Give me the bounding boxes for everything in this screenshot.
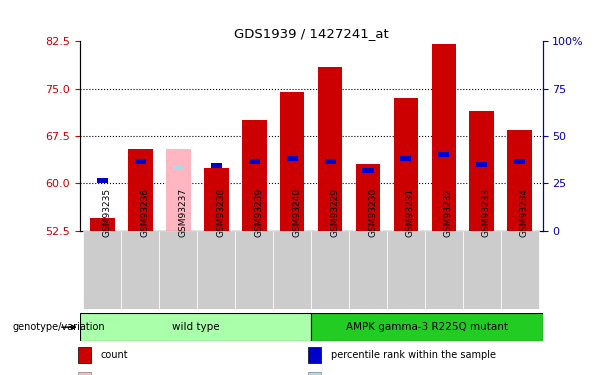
Text: GSM93232: GSM93232 <box>444 188 453 237</box>
Bar <box>318 66 343 231</box>
Text: GSM93235: GSM93235 <box>102 188 112 237</box>
Text: GSM93239: GSM93239 <box>254 188 263 237</box>
Bar <box>400 156 411 160</box>
Text: GSM93234: GSM93234 <box>520 188 529 237</box>
Bar <box>362 168 373 173</box>
Bar <box>128 148 153 231</box>
FancyBboxPatch shape <box>121 231 159 309</box>
Bar <box>308 372 321 375</box>
Bar <box>280 92 305 231</box>
FancyBboxPatch shape <box>197 231 235 309</box>
Bar <box>249 159 260 164</box>
Bar <box>514 159 525 164</box>
Bar <box>287 156 298 160</box>
Bar <box>308 347 321 363</box>
FancyBboxPatch shape <box>311 231 349 309</box>
FancyBboxPatch shape <box>273 231 311 309</box>
Bar <box>211 163 222 168</box>
Bar <box>242 120 267 231</box>
Bar <box>438 152 449 157</box>
Text: genotype/variation: genotype/variation <box>13 322 105 332</box>
Text: GSM93231: GSM93231 <box>406 188 415 237</box>
Bar <box>166 148 191 231</box>
Bar <box>356 164 380 231</box>
FancyBboxPatch shape <box>463 231 501 309</box>
FancyBboxPatch shape <box>80 313 311 341</box>
Bar <box>470 111 494 231</box>
Text: GSM93237: GSM93237 <box>178 188 188 237</box>
Text: GSM93233: GSM93233 <box>482 188 491 237</box>
Bar <box>476 162 487 167</box>
Bar <box>508 130 532 231</box>
Bar <box>97 178 108 183</box>
Text: percentile rank within the sample: percentile rank within the sample <box>330 350 495 360</box>
Bar <box>135 159 146 164</box>
Bar <box>432 44 456 231</box>
Bar <box>78 347 91 363</box>
Text: GSM93229: GSM93229 <box>330 188 339 237</box>
Bar <box>394 98 418 231</box>
Text: AMPK gamma-3 R225Q mutant: AMPK gamma-3 R225Q mutant <box>346 322 508 332</box>
Bar <box>324 159 335 164</box>
Bar <box>204 168 229 231</box>
Text: GSM93236: GSM93236 <box>140 188 150 237</box>
FancyBboxPatch shape <box>235 231 273 309</box>
FancyBboxPatch shape <box>387 231 425 309</box>
Text: wild type: wild type <box>172 322 219 332</box>
Text: count: count <box>101 350 128 360</box>
Bar <box>78 372 91 375</box>
Text: GSM93238: GSM93238 <box>216 188 225 237</box>
FancyBboxPatch shape <box>159 231 197 309</box>
FancyBboxPatch shape <box>83 231 121 309</box>
Text: GSM93230: GSM93230 <box>368 188 377 237</box>
FancyBboxPatch shape <box>311 313 543 341</box>
FancyBboxPatch shape <box>425 231 463 309</box>
Bar <box>90 218 115 231</box>
Title: GDS1939 / 1427241_at: GDS1939 / 1427241_at <box>234 27 389 40</box>
Text: GSM93240: GSM93240 <box>292 188 301 237</box>
FancyBboxPatch shape <box>349 231 387 309</box>
FancyBboxPatch shape <box>501 231 539 309</box>
Bar <box>173 165 184 170</box>
